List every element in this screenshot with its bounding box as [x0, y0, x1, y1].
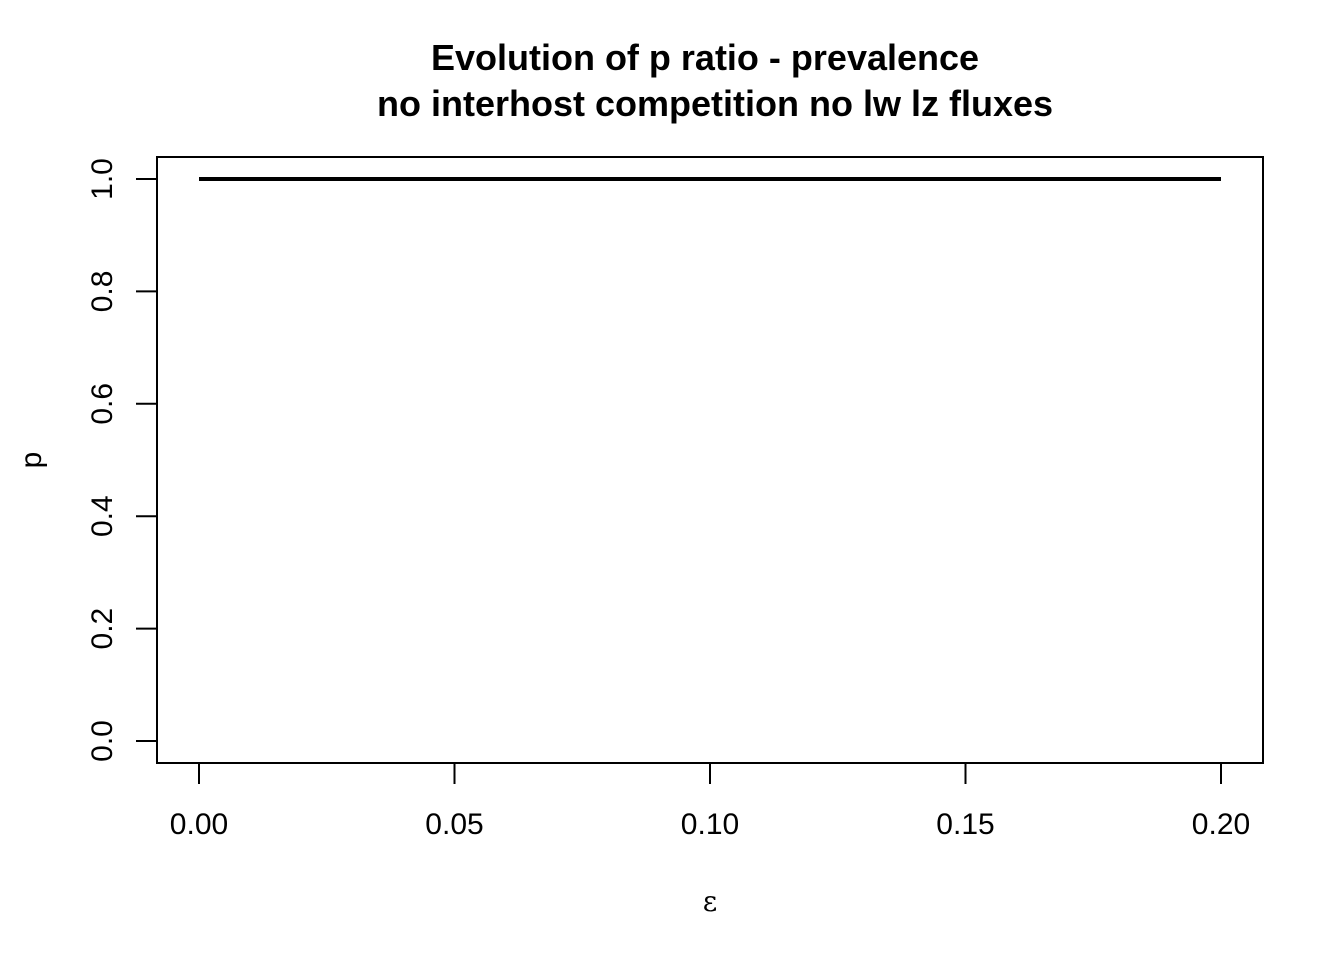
- y-tick-label: 0.0: [86, 720, 119, 762]
- y-tick-label: 1.0: [86, 158, 119, 200]
- x-tick-label: 0.20: [1192, 808, 1250, 841]
- y-tick-label: 0.6: [86, 383, 119, 425]
- chart-subtitle: no interhost competition no lw lz fluxes: [377, 83, 1053, 124]
- y-tick-label: 0.2: [86, 608, 119, 650]
- x-tick-label: 0.10: [681, 808, 739, 841]
- y-tick-label: 0.4: [86, 495, 119, 537]
- y-axis: 0.0 0.2 0.4 0.6 0.8 1.0: [86, 158, 158, 762]
- x-tick-label: 0.05: [425, 808, 483, 841]
- y-axis-label: p: [15, 452, 48, 469]
- x-axis-label: ε: [703, 885, 718, 918]
- x-tick-label: 0.00: [170, 808, 228, 841]
- chart-title: Evolution of p ratio - prevalence: [431, 37, 979, 78]
- x-tick-label: 0.15: [936, 808, 994, 841]
- x-axis: 0.00 0.05 0.10 0.15 0.20: [170, 762, 1250, 841]
- y-tick-label: 0.8: [86, 271, 119, 313]
